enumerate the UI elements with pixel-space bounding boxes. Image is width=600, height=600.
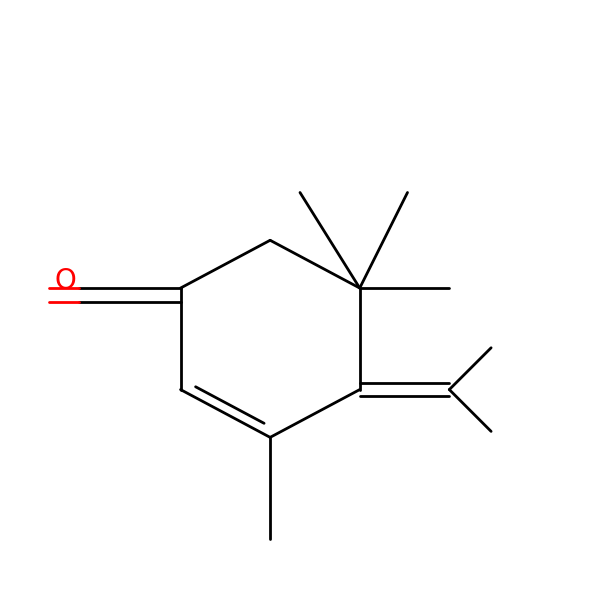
Text: O: O bbox=[54, 267, 76, 295]
